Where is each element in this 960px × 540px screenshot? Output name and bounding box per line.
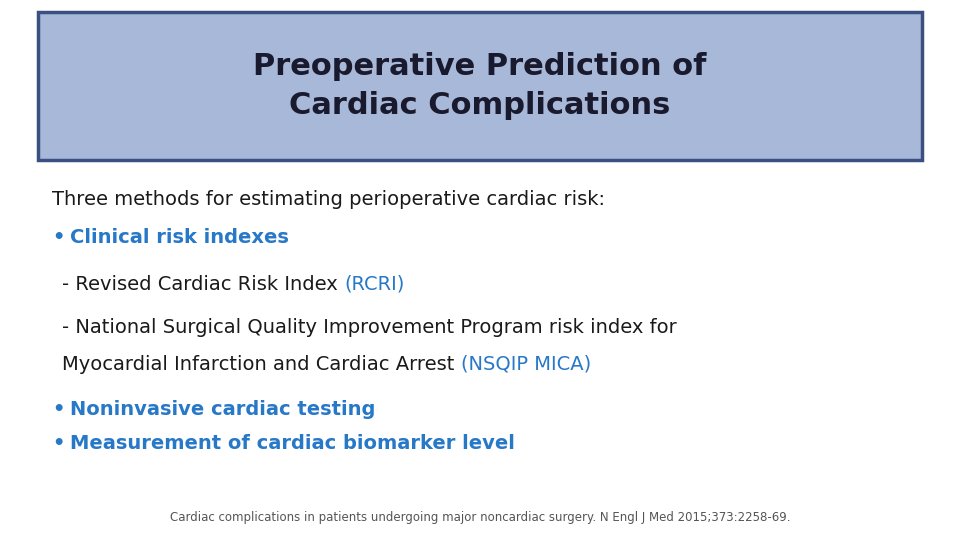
Text: Preoperative Prediction of
Cardiac Complications: Preoperative Prediction of Cardiac Compl…	[253, 52, 707, 119]
Text: Clinical risk indexes: Clinical risk indexes	[70, 228, 289, 247]
Text: (RCRI): (RCRI)	[344, 275, 404, 294]
Text: Measurement of cardiac biomarker level: Measurement of cardiac biomarker level	[70, 434, 515, 453]
Text: - National Surgical Quality Improvement Program risk index for: - National Surgical Quality Improvement …	[62, 318, 677, 337]
Text: •: •	[52, 434, 64, 453]
Text: Myocardial Infarction and Cardiac Arrest: Myocardial Infarction and Cardiac Arrest	[62, 355, 461, 374]
FancyBboxPatch shape	[38, 12, 922, 160]
Text: - Revised Cardiac Risk Index: - Revised Cardiac Risk Index	[62, 275, 344, 294]
Text: Three methods for estimating perioperative cardiac risk:: Three methods for estimating perioperati…	[52, 190, 605, 209]
Text: (NSQIP MICA): (NSQIP MICA)	[461, 355, 590, 374]
Text: Cardiac complications in patients undergoing major noncardiac surgery. N Engl J : Cardiac complications in patients underg…	[170, 511, 790, 524]
Text: •: •	[52, 228, 64, 247]
Text: Noninvasive cardiac testing: Noninvasive cardiac testing	[70, 400, 375, 419]
Text: •: •	[52, 400, 64, 419]
